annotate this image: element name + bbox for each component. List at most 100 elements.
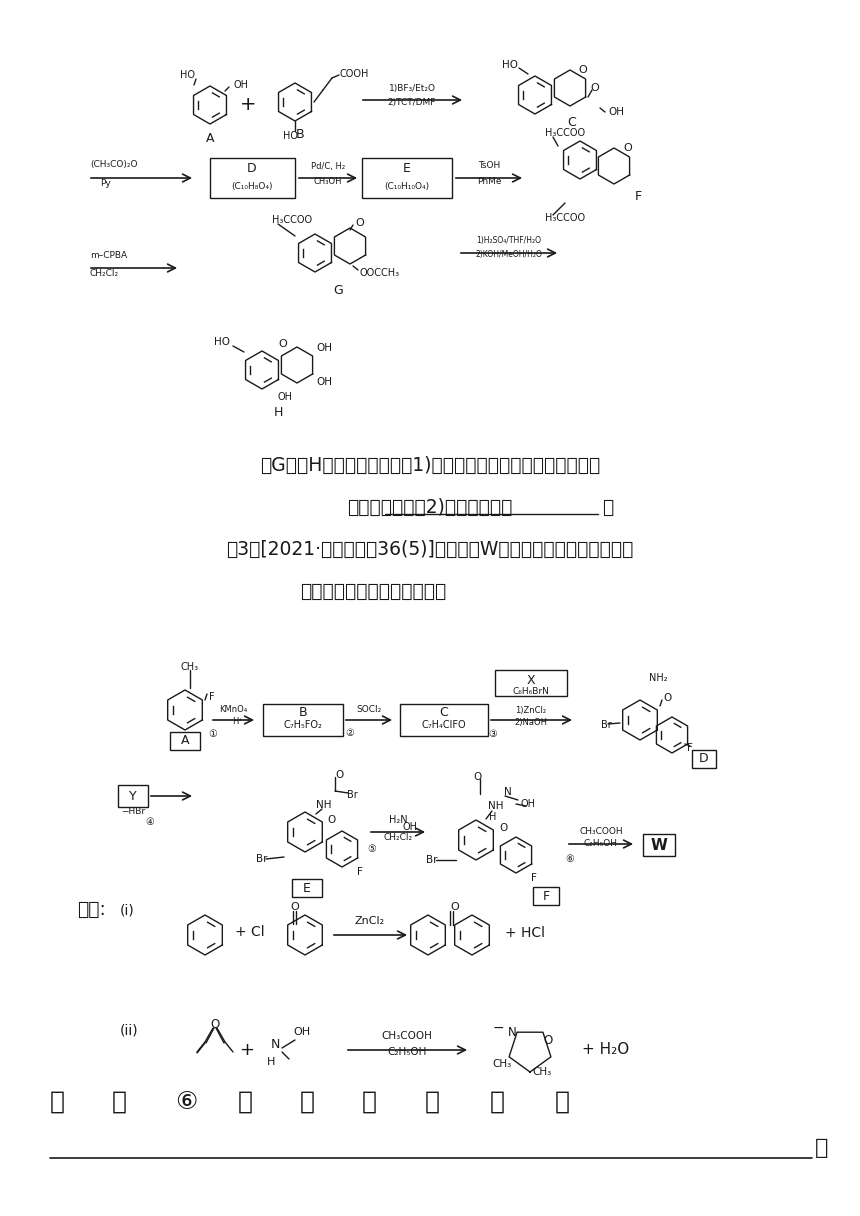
Text: + Cl: + Cl — [235, 925, 265, 939]
Bar — [118, 786, 148, 807]
Bar — [263, 704, 343, 736]
Text: C₇H₅FO₂: C₇H₅FO₂ — [284, 720, 322, 730]
Text: (i): (i) — [120, 903, 135, 917]
Text: 的: 的 — [238, 1090, 253, 1114]
Text: D: D — [247, 163, 257, 175]
Text: F: F — [543, 889, 550, 902]
Text: C₂H₅OH: C₂H₅OH — [387, 1047, 427, 1057]
Text: Br: Br — [256, 854, 267, 865]
Text: D: D — [699, 753, 709, 766]
Text: H₃CCOO: H₃CCOO — [545, 213, 585, 223]
Text: SOCl₂: SOCl₂ — [356, 704, 382, 714]
Text: OH: OH — [402, 822, 417, 832]
Text: H: H — [273, 405, 283, 418]
Bar — [170, 732, 200, 750]
Text: 反: 反 — [300, 1090, 315, 1114]
Text: 类: 类 — [425, 1090, 440, 1114]
Text: O: O — [356, 218, 365, 229]
Text: KMnO₄: KMnO₄ — [219, 704, 247, 714]
Text: CH₂Cl₂: CH₂Cl₂ — [384, 833, 413, 841]
Text: (CH₃CO)₂O: (CH₃CO)₂O — [90, 161, 138, 169]
Text: ①: ① — [209, 730, 218, 739]
Text: O: O — [474, 772, 482, 782]
Text: O: O — [499, 823, 507, 833]
Text: NH: NH — [316, 800, 332, 810]
Text: A: A — [181, 734, 189, 748]
Text: NH₂: NH₂ — [648, 672, 667, 683]
Text: ④: ④ — [145, 817, 155, 827]
Text: CH₃OH: CH₃OH — [314, 178, 342, 186]
Text: 工业中的一种合成方法如下：: 工业中的一种合成方法如下： — [300, 582, 446, 601]
Text: CH₂Cl₂: CH₂Cl₂ — [90, 269, 120, 277]
Text: 2)KOH/MeOH/H₂O: 2)KOH/MeOH/H₂O — [476, 249, 543, 259]
Text: 2)NaOH: 2)NaOH — [514, 719, 548, 727]
Text: OH: OH — [233, 80, 248, 90]
Text: H₃CCOO: H₃CCOO — [272, 215, 312, 225]
Text: H⁺: H⁺ — [232, 717, 243, 726]
Text: O: O — [328, 815, 336, 824]
Text: (ii): (ii) — [120, 1023, 138, 1037]
Bar — [495, 670, 567, 696]
Text: ⑤: ⑤ — [367, 844, 377, 854]
Text: 成反应，则反应2)的反应类型为: 成反应，则反应2)的反应类型为 — [347, 499, 513, 517]
Text: 是: 是 — [555, 1090, 570, 1114]
Text: A: A — [206, 131, 214, 145]
Text: O: O — [279, 339, 287, 349]
Text: HO: HO — [502, 60, 518, 71]
Text: ⑥: ⑥ — [175, 1090, 198, 1114]
Text: ⑥: ⑥ — [566, 854, 574, 865]
Bar — [292, 879, 322, 897]
Text: N: N — [504, 787, 512, 796]
Text: Pd/C, H₂: Pd/C, H₂ — [311, 162, 345, 170]
Text: OH: OH — [316, 343, 332, 353]
Text: 已知:: 已知: — [77, 900, 106, 919]
Text: X: X — [526, 675, 535, 687]
Text: + HCl: + HCl — [505, 927, 545, 940]
Text: N: N — [270, 1038, 280, 1052]
Text: (C₁₀H₈O₄): (C₁₀H₈O₄) — [231, 181, 273, 191]
Text: 反: 反 — [50, 1090, 65, 1114]
Text: COOH: COOH — [339, 69, 368, 79]
Text: HO: HO — [214, 337, 230, 347]
Text: O: O — [451, 902, 459, 912]
Text: O: O — [291, 902, 299, 912]
Text: O: O — [544, 1034, 553, 1047]
Text: O: O — [664, 693, 673, 703]
Text: Br: Br — [347, 790, 358, 800]
Text: +: + — [239, 1041, 255, 1059]
Text: H: H — [489, 812, 497, 822]
Text: (C₁₀H₁₀O₄): (C₁₀H₁₀O₄) — [384, 181, 429, 191]
Text: 1)BF₃/Et₂O: 1)BF₃/Et₂O — [389, 84, 435, 92]
Text: F: F — [531, 873, 537, 883]
Text: OH: OH — [293, 1028, 310, 1037]
Text: C₂H₅OH: C₂H₅OH — [584, 839, 618, 849]
Bar — [400, 704, 488, 736]
Text: O: O — [336, 770, 344, 779]
Text: CH₃: CH₃ — [493, 1059, 512, 1069]
Text: H: H — [267, 1057, 275, 1066]
Text: CH₃COOH: CH₃COOH — [382, 1031, 433, 1041]
Text: ZnCl₂: ZnCl₂ — [355, 916, 385, 927]
Text: E: E — [403, 163, 411, 175]
Text: HO: HO — [180, 71, 195, 80]
Text: C₆H₆BrN: C₆H₆BrN — [513, 687, 550, 697]
Text: Br: Br — [427, 855, 438, 865]
Text: CH₃COOH: CH₃COOH — [579, 828, 623, 837]
Text: 2)TCT/DMF: 2)TCT/DMF — [388, 97, 436, 107]
Text: 型: 型 — [490, 1090, 505, 1114]
Text: C₇H₄ClFO: C₇H₄ClFO — [421, 720, 466, 730]
Text: Py: Py — [100, 179, 111, 187]
Text: m–CPBA: m–CPBA — [90, 250, 127, 259]
Bar — [533, 886, 559, 905]
Text: OH: OH — [278, 392, 292, 402]
Text: −: − — [492, 1021, 504, 1035]
Text: O: O — [591, 83, 599, 92]
Text: C: C — [568, 117, 576, 129]
Text: G: G — [333, 285, 343, 298]
Text: H₃CCOO: H₃CCOO — [545, 128, 585, 137]
Text: +: + — [240, 96, 256, 114]
Text: O: O — [211, 1019, 219, 1031]
Text: HO: HO — [284, 131, 298, 141]
Text: B: B — [298, 706, 307, 720]
Text: H₂N: H₂N — [389, 815, 408, 824]
